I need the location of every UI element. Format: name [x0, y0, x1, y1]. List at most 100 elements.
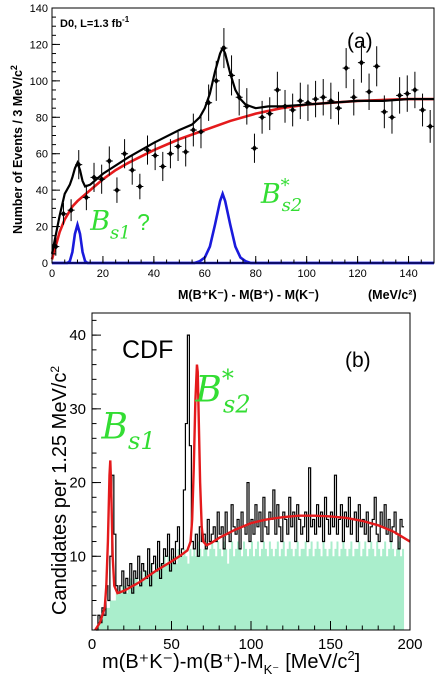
panel-b-peak-labels: Bs1 B* s2	[101, 364, 251, 455]
panel-b-ytick-label: 30	[69, 401, 86, 418]
panel-a-data-point	[365, 73, 373, 110]
panel-b-xtick-label: 150	[318, 636, 343, 653]
panel-a-xtick-label: 60	[199, 268, 211, 280]
panel-a-note: D0, L=1.3 fb-1	[60, 15, 130, 30]
panel-a-xtick-label: 100	[297, 268, 315, 280]
panel-a-data-point	[296, 82, 304, 120]
panel-a-ytick-label: 100	[30, 76, 48, 88]
panel-a-label: (a)	[347, 30, 373, 53]
panel-a-xtick-label: 20	[97, 268, 109, 280]
panel-a-data-point	[228, 55, 236, 96]
panel-a-data-point	[121, 139, 129, 169]
panel-a-total-fit-line	[50, 45, 434, 255]
panel-a-xlabel: M(B⁺K⁻) - M(B⁺) - M(K⁻)	[178, 288, 319, 302]
panel-a-xunit: (MeV/c²)	[368, 288, 417, 302]
panel-a-data-point	[59, 202, 67, 225]
panel-b-bs1-label: Bs1	[101, 406, 156, 455]
panel-a-xtick-label: 40	[148, 268, 160, 280]
panel-a-data-point	[136, 173, 144, 200]
panel-a-data-point	[419, 93, 427, 127]
panel-a-data-point	[396, 77, 404, 114]
panel-a-ylabel: Number of Events / 3 MeV/c2	[9, 65, 25, 234]
panel-b-label: (b)	[345, 349, 371, 372]
panel-a-data-point	[144, 135, 151, 165]
panel-b-xlabel: m(B⁺K⁻)-m(B⁺)-MK⁻ [MeV/c2]	[102, 648, 360, 677]
panel-a: 0 20 40 60 80 100 120 140 0 20 40 60 80 100 120 140 D0,…	[9, 3, 435, 302]
panel-b-fit-curve	[94, 364, 411, 631]
panel-b-ticks: 0 50 100 150 200 10 20 30 40	[69, 319, 423, 653]
panel-a-data-point	[281, 89, 289, 123]
panel-a-ytick-label: 40	[36, 185, 48, 197]
panel-a-data-point	[113, 177, 121, 203]
panel-b-data-hist	[95, 334, 405, 631]
panel-a-ytick-label: 60	[36, 149, 48, 161]
panel-a-data-point	[411, 71, 419, 109]
panel-a-data-point	[105, 146, 113, 176]
panel-a-data-point	[75, 150, 83, 180]
panel-a-ticks: 0 20 40 60 80 100 120 140 0 20 40 60 80 100 120 140	[30, 3, 435, 280]
panel-b-experiment: CDF	[122, 336, 173, 364]
panel-a-data-point	[159, 151, 167, 182]
panel-a-data-point	[82, 184, 90, 211]
panel-a-data-point	[243, 88, 251, 125]
panel-a-ytick-label: 140	[30, 3, 48, 15]
panel-a-bs2star-label: B* s2	[260, 176, 302, 216]
panel-a-data-point	[98, 164, 106, 194]
panel-a-data-point	[373, 46, 381, 87]
panel-b: 0 50 100 150 200 10 20 30 40 CDF (b) Candidates …	[48, 312, 423, 677]
panel-b-xtick-label: 200	[397, 636, 422, 653]
panel-a-data-point	[335, 91, 342, 125]
panel-b-xtick-label: 50	[163, 636, 180, 653]
panel-a-data-point	[52, 237, 60, 256]
panel-a-data-point	[273, 71, 281, 109]
panel-a-data-point	[67, 199, 75, 222]
panel-a-data-point	[327, 82, 335, 120]
panel-a-data-point	[250, 133, 258, 163]
panel-b-data-steps	[95, 334, 405, 631]
panel-a-signal-bs2star	[52, 189, 434, 265]
panel-a-data-point	[205, 84, 213, 121]
panel-a-data-points	[52, 28, 434, 256]
panel-a-data-point	[197, 115, 205, 149]
panel-a-data-point	[388, 100, 396, 134]
panel-a-data-point	[266, 97, 274, 131]
panel-a-data-point	[304, 84, 312, 121]
panel-a-data-point	[151, 140, 159, 171]
panel-a-data-point	[289, 93, 297, 127]
panel-b-fit-line	[94, 364, 411, 631]
panel-a-xtick-label: 80	[250, 268, 262, 280]
panel-a-data-point	[380, 95, 388, 129]
panel-b-ytick-label: 10	[69, 548, 86, 565]
panel-b-xtick-label: 100	[238, 636, 263, 653]
panel-a-data-point	[220, 28, 228, 69]
panel-a-data-point	[258, 100, 266, 134]
panel-a-xtick-label: 140	[399, 268, 417, 280]
panel-a-data-point	[403, 75, 411, 112]
panel-a-peak-labels: Bs1 ? B* s2	[89, 176, 302, 244]
panel-a-data-point	[319, 79, 327, 116]
panel-a-ytick-label: 80	[36, 112, 48, 124]
panel-a-data-point	[350, 79, 358, 116]
panel-b-xtick-label: 0	[88, 636, 96, 653]
panel-a-data-point	[235, 79, 243, 116]
panel-a-total-fit	[50, 45, 434, 255]
panel-a-ytick-label: 0	[42, 258, 48, 270]
panel-a-xtick-label: 0	[49, 268, 55, 280]
panel-a-data-point	[182, 137, 190, 167]
panel-b-ytick-label: 20	[69, 475, 86, 492]
panel-a-data-point	[174, 131, 182, 161]
panel-a-data-point	[166, 139, 174, 169]
panel-a-ytick-label: 20	[36, 222, 48, 234]
panel-a-data-point	[426, 110, 434, 143]
panel-a-data-point	[189, 113, 197, 147]
panel-a-data-point	[128, 155, 136, 185]
panel-a-data-point	[357, 42, 365, 83]
panel-a-ytick-label: 120	[30, 39, 48, 51]
panel-a-data-point	[212, 60, 220, 101]
panel-a-xtick-label: 120	[348, 268, 366, 280]
panel-b-ylabel: Candidates per 1.25 MeV/c2	[48, 366, 71, 615]
panel-a-data-point	[342, 48, 350, 89]
panel-a-data-point	[312, 80, 320, 118]
panel-b-bs2star-label: B* s2	[194, 364, 250, 418]
